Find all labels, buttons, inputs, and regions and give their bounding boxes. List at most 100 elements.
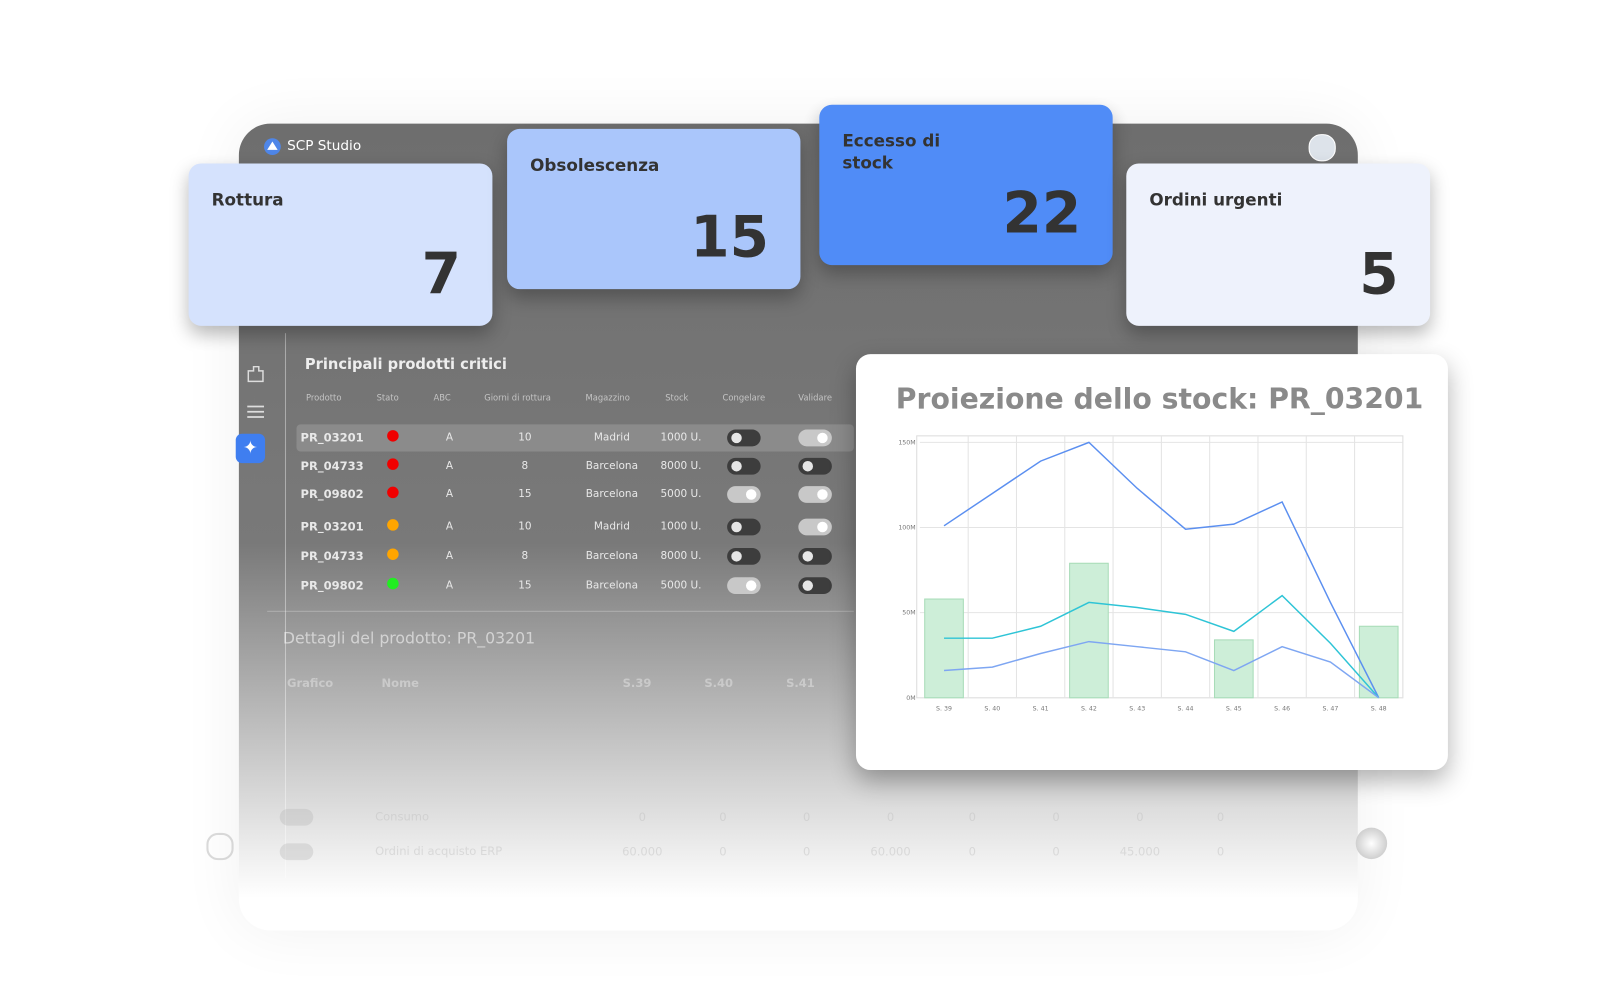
toggle-validare[interactable] [798,577,832,595]
table-title: Principali prodotti critici [304,356,507,373]
kpi-card: Ordini urgenti 5 [1126,163,1431,326]
abc-class: A [445,579,454,592]
product-id: PR_04733 [300,459,364,474]
line [943,441,1380,699]
toggle-congelare[interactable] [727,429,761,447]
product-id: PR_03201 [300,431,364,445]
chart: 0M 50M 100M 150M S. 39 S. 40 S. 41 S. 42 S. 43 S.… [898,435,1404,712]
bar [924,598,964,699]
details-header: S.40 [704,676,734,690]
column-header: Prodotto [306,393,342,403]
toggle-congelare[interactable] [727,486,761,503]
chart-title: Proiezione dello stock: PR_03201 [895,383,1424,416]
x-tick-label: S. 43 [1129,705,1145,712]
x-tick-label: S. 41 [1033,705,1049,712]
status-dot [387,486,399,499]
kpi-card: Obsolescenza 15 [507,128,801,290]
column-header: Congelare [722,393,766,403]
abc-class: A [445,521,454,533]
details-value: 0 [1136,810,1144,825]
kpi-label: Obsolescenza [530,155,660,175]
chart-card: Proiezione dello stock: PR_03201 [855,354,1448,771]
details-header: Nome [381,676,419,690]
x-tick-label: S. 40 [984,705,1000,712]
toggle-validare[interactable] [798,486,832,503]
help-icon[interactable] [1355,827,1388,860]
status-dot [387,577,399,590]
details-toggle[interactable] [279,843,314,861]
days: 8 [521,460,529,472]
kpi-value: 15 [690,204,770,271]
details-value: 0 [968,810,976,825]
details-header: S.39 [622,676,652,690]
abc-class: A [445,550,454,563]
settings-icon[interactable] [206,832,234,861]
toggle-knob [802,460,814,472]
column-header: Validare [798,393,832,403]
toggle-congelare[interactable] [727,457,761,475]
kpi-value: 7 [421,240,461,307]
x-tick-label: S. 45 [1226,705,1242,712]
days: 15 [518,488,532,501]
x-tick-label: S. 46 [1274,705,1290,712]
warehouse: Barcelona [585,488,639,501]
toggle-validare[interactable] [798,547,832,565]
sidebar-icons [247,365,265,418]
details-value: 0 [886,810,895,825]
details-value: 0 [1052,844,1060,859]
warehouse: Barcelona [585,579,639,592]
toggle-knob [802,551,814,562]
app-name: SCP Studio [287,138,362,155]
column-header: Magazzino [585,393,630,403]
kpi-label: Ordini urgenti [1149,189,1283,210]
details-toggle[interactable] [279,808,314,826]
details-value: 0 [1052,810,1060,825]
warehouse: Barcelona [585,460,639,472]
details-value: 0 [638,810,646,825]
status-dot [387,458,399,470]
toggle-knob [817,432,828,444]
stock: 1000 U. [660,432,702,444]
toggle-knob [802,580,814,591]
toggle-knob [817,489,828,500]
abc-class: A [445,460,454,472]
line [943,640,1380,699]
x-tick-label: S. 47 [1322,705,1338,712]
details-value: 45.000 [1119,844,1161,859]
toggle-validare[interactable] [798,518,832,536]
sidebar-divider [284,333,287,878]
toggle-knob [745,489,757,500]
status-dot [387,519,399,531]
ai-button[interactable]: ✦ [235,433,266,464]
days: 10 [518,432,532,444]
details-value: 0 [803,810,811,825]
bar [1213,639,1254,699]
toggle-knob [817,521,828,533]
stock: 5000 U. [660,488,702,501]
stock: 8000 U. [660,550,702,563]
toggle-congelare[interactable] [727,577,761,595]
plot-frame [916,435,1404,699]
toggle-congelare[interactable] [727,518,761,536]
details-value: 60.000 [870,844,911,859]
toggle-validare[interactable] [798,429,832,447]
line [944,594,1380,699]
kpi-value: 5 [1359,240,1399,307]
details-name: Consumo [375,809,430,824]
details-title: Dettagli del prodotto: PR_03201 [282,628,536,648]
toggle-knob [731,551,742,562]
toggle-congelare[interactable] [727,547,761,565]
product-id: PR_09802 [300,487,364,502]
details-header: Grafico [287,676,334,690]
toggle-validare[interactable] [798,457,832,475]
warehouse: Barcelona [585,550,639,563]
details-value: 0 [719,810,727,825]
avatar[interactable] [1308,134,1336,162]
y-tick-label: 100M [898,525,915,532]
status-dot [387,548,399,560]
status-dot [387,430,399,442]
stock: 8000 U. [660,460,702,472]
x-tick-label: S. 44 [1178,705,1194,712]
y-tick-label: 150M [898,439,915,446]
